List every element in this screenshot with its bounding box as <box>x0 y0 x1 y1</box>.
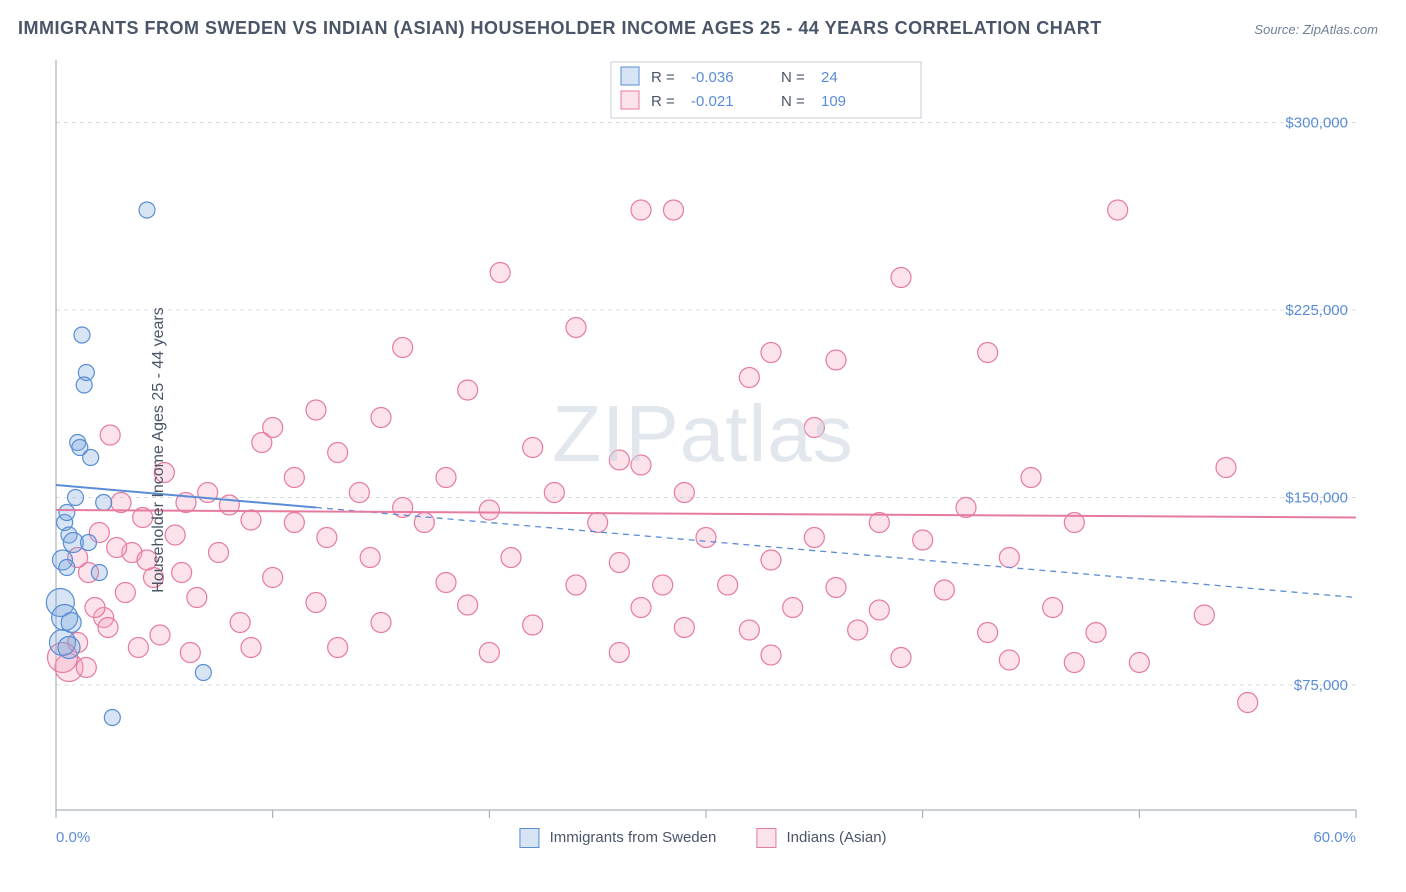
y-axis-label: Householder Income Ages 25 - 44 years <box>150 307 168 593</box>
series-legend: Immigrants from Sweden Indians (Asian) <box>519 828 886 848</box>
legend-label-indian: Indians (Asian) <box>787 829 887 846</box>
plot-area: Householder Income Ages 25 - 44 years $7… <box>0 50 1406 850</box>
svg-text:R =: R = <box>651 93 675 110</box>
svg-text:$225,000: $225,000 <box>1285 302 1348 319</box>
svg-text:109: 109 <box>821 93 846 110</box>
svg-text:-0.036: -0.036 <box>691 69 734 86</box>
svg-text:$75,000: $75,000 <box>1294 677 1348 694</box>
legend-label-sweden: Immigrants from Sweden <box>550 829 717 846</box>
svg-text:N =: N = <box>781 93 805 110</box>
legend-swatch-sweden <box>519 828 539 848</box>
legend-item-sweden: Immigrants from Sweden <box>519 828 716 848</box>
chart-title: IMMIGRANTS FROM SWEDEN VS INDIAN (ASIAN)… <box>18 18 1102 39</box>
source-attribution: Source: ZipAtlas.com <box>1254 22 1378 37</box>
svg-text:R =: R = <box>651 69 675 86</box>
svg-text:24: 24 <box>821 69 838 86</box>
svg-text:-0.021: -0.021 <box>691 93 734 110</box>
legend-swatch-indian <box>756 828 776 848</box>
legend-item-indian: Indians (Asian) <box>756 828 886 848</box>
source-value: ZipAtlas.com <box>1303 22 1378 37</box>
svg-text:N =: N = <box>781 69 805 86</box>
source-label: Source: <box>1254 22 1299 37</box>
x-axis-min-label: 0.0% <box>56 829 90 846</box>
svg-text:$300,000: $300,000 <box>1285 115 1348 132</box>
svg-text:$150,000: $150,000 <box>1285 490 1348 507</box>
x-axis-max-label: 60.0% <box>1313 829 1356 846</box>
scatter-chart: $75,000 $150,000 $225,000 $300,000 R = -0.036… <box>0 50 1406 850</box>
